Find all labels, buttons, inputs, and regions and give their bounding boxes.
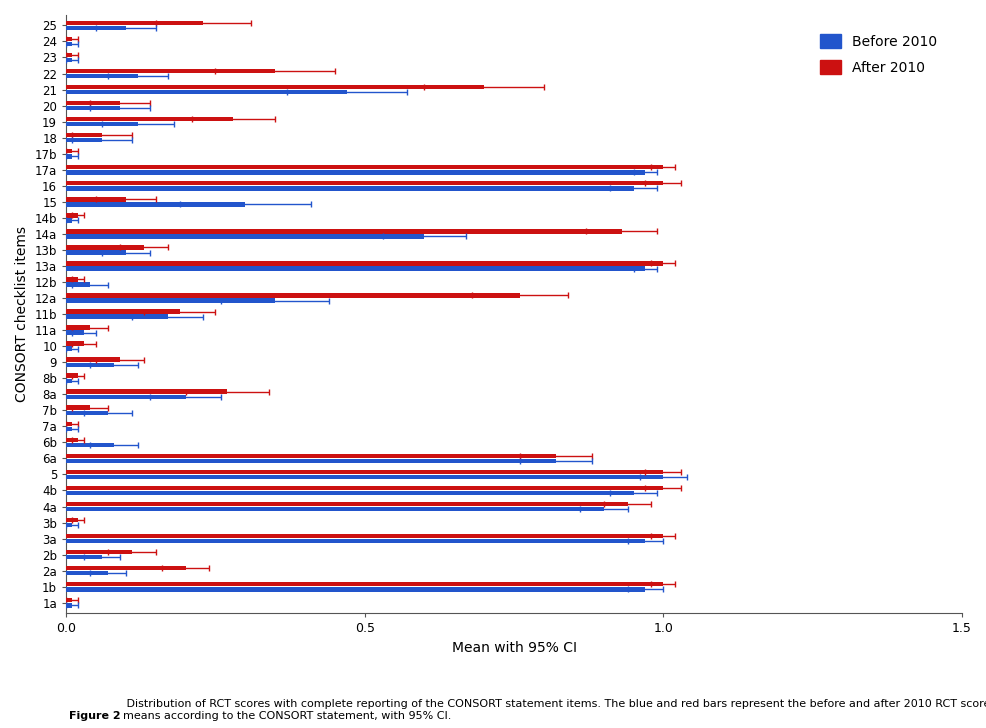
Bar xyxy=(66,261,663,266)
Bar xyxy=(66,518,78,522)
Text: Figure 2: Figure 2 xyxy=(69,711,120,721)
Bar xyxy=(66,84,484,90)
Bar xyxy=(66,68,275,74)
Bar xyxy=(66,282,90,287)
Bar xyxy=(66,555,102,559)
Bar xyxy=(66,443,113,447)
Bar xyxy=(66,25,125,31)
Bar xyxy=(66,523,72,527)
Bar xyxy=(66,389,227,394)
Bar xyxy=(66,550,132,554)
Bar xyxy=(66,234,424,239)
Bar xyxy=(66,218,72,223)
Bar xyxy=(66,154,72,159)
Bar xyxy=(66,133,102,138)
Bar xyxy=(66,395,185,399)
Bar xyxy=(66,149,72,154)
Bar xyxy=(66,475,663,479)
Y-axis label: CONSORT checklist items: CONSORT checklist items xyxy=(15,226,29,402)
Text: Distribution of RCT scores with complete reporting of the CONSORT statement item: Distribution of RCT scores with complete… xyxy=(123,699,986,721)
Bar xyxy=(66,229,621,234)
Bar xyxy=(66,534,663,538)
Legend: Before 2010, After 2010: Before 2010, After 2010 xyxy=(819,34,937,75)
Bar xyxy=(66,36,72,41)
Bar xyxy=(66,379,72,383)
Bar xyxy=(66,298,275,303)
Bar xyxy=(66,502,627,506)
Bar xyxy=(66,186,633,191)
Bar xyxy=(66,438,78,442)
Bar xyxy=(66,598,72,603)
Bar xyxy=(66,587,645,592)
Bar xyxy=(66,213,78,218)
Bar xyxy=(66,58,72,63)
Bar xyxy=(66,325,90,330)
Bar xyxy=(66,100,119,106)
Bar xyxy=(66,507,603,511)
Bar xyxy=(66,331,84,335)
Bar xyxy=(66,293,520,298)
Bar xyxy=(66,373,78,378)
Bar xyxy=(66,314,168,319)
Bar xyxy=(66,486,663,490)
Bar xyxy=(66,20,203,25)
Bar xyxy=(66,363,113,367)
Bar xyxy=(66,170,645,175)
Bar xyxy=(66,41,72,47)
Bar xyxy=(66,165,663,170)
Bar xyxy=(66,603,72,608)
Bar xyxy=(66,266,645,271)
Bar xyxy=(66,347,72,351)
Bar xyxy=(66,277,78,282)
Bar xyxy=(66,202,246,207)
Bar xyxy=(66,582,663,586)
Bar xyxy=(66,116,233,122)
Bar xyxy=(66,422,72,426)
Bar xyxy=(66,470,663,474)
Bar xyxy=(66,539,645,543)
Bar xyxy=(66,454,555,458)
Bar xyxy=(66,459,555,463)
Bar xyxy=(66,52,72,58)
Bar xyxy=(66,571,107,576)
Bar xyxy=(66,250,125,255)
Bar xyxy=(66,491,633,495)
Bar xyxy=(66,90,346,95)
Bar xyxy=(66,341,84,346)
Bar xyxy=(66,181,663,186)
Bar xyxy=(66,122,138,127)
Bar xyxy=(66,405,90,410)
Bar xyxy=(66,106,119,111)
Bar xyxy=(66,138,102,143)
Bar xyxy=(66,411,107,415)
Bar xyxy=(66,566,185,570)
Bar xyxy=(66,309,179,314)
Bar xyxy=(66,74,138,79)
Bar xyxy=(66,357,119,362)
Bar xyxy=(66,197,125,202)
Bar xyxy=(66,245,144,250)
X-axis label: Mean with 95% CI: Mean with 95% CI xyxy=(452,641,576,654)
Bar xyxy=(66,427,72,431)
